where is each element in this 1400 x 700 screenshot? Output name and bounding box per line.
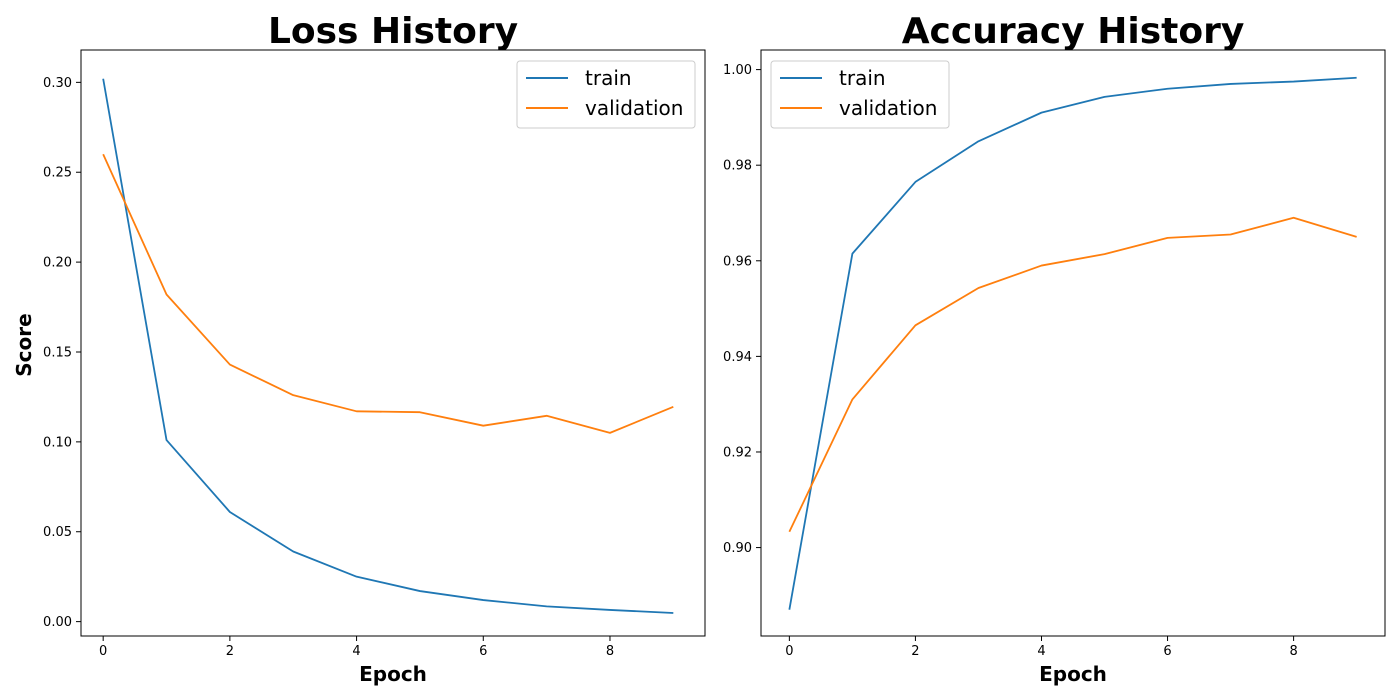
- legend-label: train: [585, 66, 632, 90]
- legend: train validation: [770, 60, 950, 129]
- y-tick-label: 0.30: [43, 76, 72, 91]
- series-lines: [102, 78, 674, 614]
- legend-label: validation: [839, 96, 937, 120]
- axis-ticks: 0 2 4 6 8 0.90 0.92 0.94 0.96 0.98 1.00: [723, 63, 1298, 659]
- x-axis-label: Epoch: [359, 662, 427, 686]
- legend: train validation: [516, 60, 696, 129]
- chart-title: Accuracy History: [902, 11, 1245, 52]
- y-tick-label: 0.25: [43, 166, 72, 181]
- loss-history-chart: Loss History Epoch Score 0 2 4 6 8 0.00 0.05 0.…: [12, 11, 706, 686]
- series-line-train: [102, 78, 674, 614]
- plot-frame: [760, 49, 1386, 637]
- chart-title: Loss History: [268, 11, 518, 52]
- x-tick-label: 4: [1037, 644, 1045, 659]
- plot-frame: [80, 49, 706, 637]
- y-tick-label: 0.90: [723, 541, 752, 556]
- series-lines: [788, 76, 1357, 610]
- x-tick-label: 4: [352, 644, 360, 659]
- legend-label: validation: [585, 96, 683, 120]
- accuracy-history-chart: Accuracy History Epoch 0 2 4 6 8 0.90 0.92 0.94…: [723, 11, 1386, 686]
- x-tick-label: 0: [99, 644, 107, 659]
- y-tick-label: 0.10: [43, 435, 72, 450]
- y-tick-label: 0.00: [43, 615, 72, 630]
- x-tick-label: 2: [911, 644, 919, 659]
- y-tick-label: 0.15: [43, 345, 72, 360]
- series-line-validation: [102, 153, 674, 434]
- y-axis-label: Score: [12, 313, 36, 376]
- series-line-validation: [788, 216, 1357, 533]
- y-tick-label: 0.94: [723, 350, 752, 365]
- legend-label: train: [839, 66, 886, 90]
- y-tick-label: 0.92: [723, 445, 752, 460]
- y-tick-label: 0.20: [43, 256, 72, 271]
- y-tick-label: 0.96: [723, 254, 752, 269]
- x-tick-label: 8: [1289, 644, 1297, 659]
- x-tick-label: 6: [479, 644, 487, 659]
- x-tick-label: 8: [606, 644, 614, 659]
- y-tick-label: 1.00: [723, 63, 752, 78]
- x-axis-label: Epoch: [1039, 662, 1107, 686]
- x-tick-label: 2: [226, 644, 234, 659]
- x-tick-label: 6: [1163, 644, 1171, 659]
- y-tick-label: 0.05: [43, 525, 72, 540]
- axis-ticks: 0 2 4 6 8 0.00 0.05 0.10 0.15 0.20 0.25 0.30: [43, 76, 614, 659]
- y-tick-label: 0.98: [723, 159, 752, 174]
- series-line-train: [788, 76, 1357, 610]
- x-tick-label: 0: [785, 644, 793, 659]
